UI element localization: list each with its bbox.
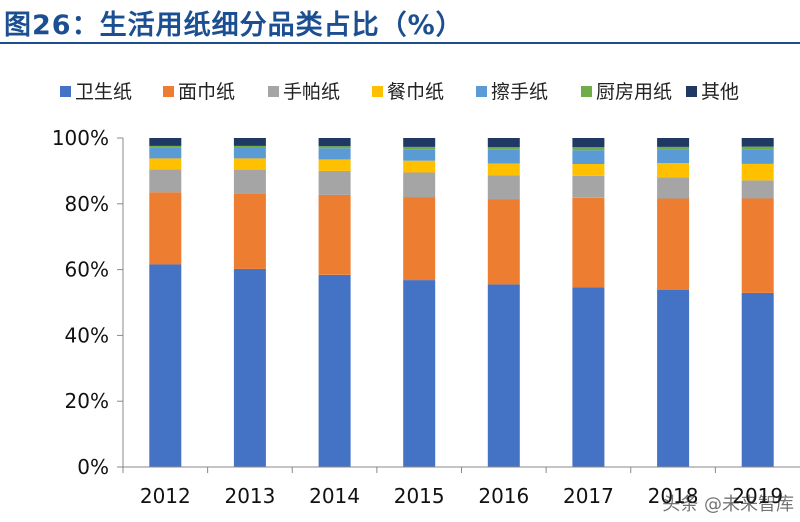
bar-segment-2012-5 — [149, 147, 182, 159]
bar-segment-2018-6 — [657, 146, 690, 150]
bar-segment-2014-4 — [318, 159, 351, 171]
bar-segment-2012-4 — [149, 158, 182, 170]
bar-segment-2012-3 — [149, 169, 182, 193]
bar-segment-2015-7 — [403, 138, 436, 147]
y-tick-label: 0% — [77, 455, 109, 479]
x-tick-label: 2013 — [224, 484, 275, 508]
bar-segment-2016-5 — [487, 149, 520, 164]
legend-label-4: 餐巾纸 — [387, 81, 444, 103]
bar-segment-2013-4 — [233, 158, 266, 170]
bar-segment-2019-1 — [741, 293, 774, 467]
bar-segment-2016-2 — [487, 199, 520, 285]
bar-segment-2018-1 — [657, 290, 690, 467]
legend-label-1: 卫生纸 — [75, 81, 132, 103]
bar-segment-2012-1 — [149, 264, 182, 467]
y-tick-label: 80% — [65, 192, 109, 216]
bar-segment-2015-4 — [403, 160, 436, 173]
bar-segment-2019-4 — [741, 164, 774, 181]
bar-segment-2019-5 — [741, 149, 774, 164]
bar-segment-2016-1 — [487, 284, 520, 467]
bar-segment-2017-7 — [572, 138, 605, 148]
chart-title: 图26：生活用纸细分品类占比（%） — [4, 10, 464, 41]
bar-segment-2017-4 — [572, 164, 605, 176]
legend-label-6: 厨房用纸 — [596, 81, 672, 103]
bar-segment-2015-3 — [403, 172, 436, 198]
bar-segment-2017-1 — [572, 287, 605, 467]
bar-segment-2012-2 — [149, 192, 182, 265]
axes — [122, 138, 800, 468]
x-tick-label: 2017 — [563, 484, 614, 508]
source-watermark: 头条 @未来智库 — [662, 494, 794, 515]
bar-segment-2015-6 — [403, 146, 436, 150]
bar-segment-2019-7 — [741, 138, 774, 147]
legend-swatch-2 — [163, 86, 174, 97]
bar-segment-2014-6 — [318, 146, 351, 149]
x-tick-label: 2019 — [732, 484, 783, 508]
legend-swatch-7 — [686, 86, 697, 97]
bar-segment-2019-2 — [741, 198, 774, 293]
x-tick-label: 2012 — [140, 484, 191, 508]
bar-segment-2017-2 — [572, 197, 605, 288]
bar-segment-2014-5 — [318, 148, 351, 160]
bar-segment-2014-2 — [318, 194, 351, 275]
bar-segment-2018-5 — [657, 149, 690, 163]
y-tick-label: 40% — [65, 323, 109, 347]
legend-swatch-4 — [372, 86, 383, 97]
bar-segment-2016-3 — [487, 175, 520, 200]
legend: 卫生纸 面巾纸 手帕纸 餐巾纸 擦手纸 厨房用纸 其他 — [60, 81, 739, 103]
bar-segment-2018-4 — [657, 163, 690, 178]
y-tick-label: 100% — [52, 126, 109, 150]
x-axis-ticks: 2012 2013 2014 2015 2016 2017 2018 2019 — [122, 467, 783, 508]
x-tick-label: 2018 — [648, 484, 699, 508]
bar-segment-2013-5 — [233, 147, 266, 159]
bar-segment-2018-7 — [657, 138, 690, 147]
bar-segment-2012-7 — [149, 138, 182, 146]
x-tick-label: 2015 — [394, 484, 445, 508]
bar-segment-2016-6 — [487, 147, 520, 150]
legend-swatch-6 — [581, 86, 592, 97]
bar-segment-2013-7 — [233, 138, 266, 146]
x-tick-label: 2016 — [478, 484, 529, 508]
bar-segment-2013-1 — [233, 268, 266, 467]
legend-label-5: 擦手纸 — [491, 81, 548, 103]
bar-segment-2017-5 — [572, 150, 605, 164]
bar-segment-2019-3 — [741, 180, 774, 199]
bar-segment-2013-3 — [233, 169, 266, 194]
title-bar: 图26：生活用纸细分品类占比（%） — [0, 0, 800, 44]
bar-segment-2016-4 — [487, 163, 520, 176]
title-underline — [0, 42, 800, 44]
bars — [149, 138, 774, 467]
bar-segment-2015-5 — [403, 149, 436, 161]
bar-segment-2013-2 — [233, 193, 266, 269]
bar-segment-2014-3 — [318, 170, 351, 195]
legend-swatch-5 — [476, 86, 487, 97]
bar-segment-2014-1 — [318, 274, 351, 467]
y-tick-label: 60% — [65, 258, 109, 282]
bar-segment-2018-2 — [657, 198, 690, 290]
legend-swatch-3 — [268, 86, 279, 97]
bar-segment-2019-6 — [741, 146, 774, 150]
legend-label-3: 手帕纸 — [283, 81, 340, 103]
bar-segment-2015-1 — [403, 280, 436, 467]
y-tick-label: 20% — [65, 389, 109, 413]
x-tick-label: 2014 — [309, 484, 360, 508]
y-axis-ticks: 0% 20% 40% 60% 80% 100% — [52, 126, 123, 479]
legend-label-7: 其他 — [701, 81, 739, 103]
bar-segment-2017-3 — [572, 175, 605, 198]
bar-segment-2012-6 — [149, 145, 182, 148]
bar-segment-2014-7 — [318, 138, 351, 147]
bar-segment-2016-7 — [487, 138, 520, 148]
legend-label-2: 面巾纸 — [178, 81, 235, 103]
bar-segment-2017-6 — [572, 147, 605, 151]
legend-swatch-1 — [60, 86, 71, 97]
bar-segment-2013-6 — [233, 145, 266, 148]
bar-segment-2018-3 — [657, 177, 690, 199]
bar-segment-2015-2 — [403, 197, 436, 281]
